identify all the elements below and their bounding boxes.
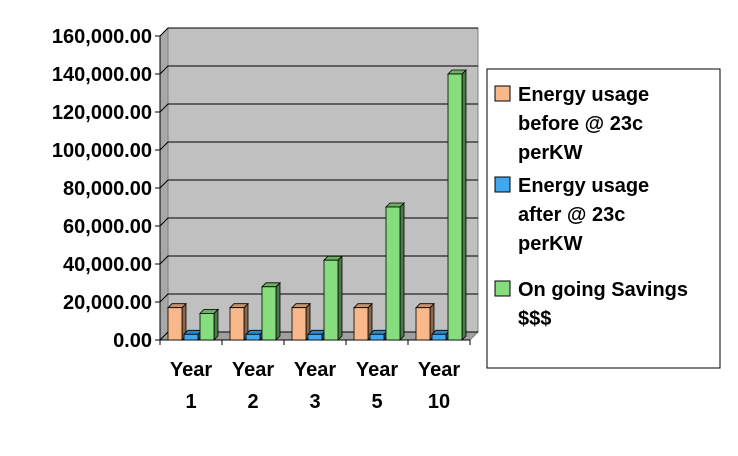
legend-label: Energy usage after @ 23c perKW (518, 175, 649, 255)
bar-side (337, 255, 343, 341)
gridline (159, 141, 478, 151)
y-tick-label: 60,000.00 (63, 216, 152, 238)
legend: Energy usage before @ 23c perKW Energy usag… (486, 68, 721, 369)
bar-front (229, 307, 245, 341)
plot-area (158, 26, 480, 342)
bar (229, 302, 249, 341)
x-tick-label: Year 2 (232, 359, 274, 413)
legend-swatch (494, 280, 511, 297)
y-tick-label: 120,000.00 (52, 102, 152, 124)
bar-front (385, 206, 401, 341)
bar-side (399, 202, 405, 341)
gridline (159, 103, 478, 113)
bar-front (353, 307, 369, 341)
bar (385, 202, 405, 341)
bar (447, 69, 467, 341)
gridlines (159, 27, 478, 341)
gridline (159, 27, 478, 37)
bar-front (307, 333, 323, 341)
gridline (159, 293, 478, 303)
y-tick-label: 160,000.00 (52, 26, 152, 48)
y-tick-label: 40,000.00 (63, 254, 152, 276)
y-tick-label: 100,000.00 (52, 140, 152, 162)
gridline (159, 65, 478, 75)
x-axis-category-labels: Year 1 Year 2 Year 3 Year 5 Year 10 (170, 359, 460, 413)
y-tick-label: 140,000.00 (52, 64, 152, 86)
y-axis-tick-labels: 0.00 20,000.00 40,000.00 60,000.00 80,000.00… (52, 26, 160, 352)
bar-side (275, 281, 281, 341)
legend-swatch (494, 176, 511, 193)
bar-front (369, 333, 385, 341)
bar (431, 329, 451, 341)
y-tick-label: 20,000.00 (63, 292, 152, 314)
gridline (159, 179, 478, 189)
bar-front (431, 333, 447, 341)
x-tick-label: Year 5 (356, 359, 398, 413)
bar (307, 329, 327, 341)
legend-swatch (494, 85, 511, 102)
gridline (159, 217, 478, 227)
bar (261, 281, 281, 341)
bar-side (213, 308, 219, 341)
legend-label: Energy usage before @ 23c perKW (518, 84, 649, 164)
bar (167, 302, 187, 341)
x-tick-label: Year 10 (418, 359, 460, 413)
bars (167, 69, 467, 341)
gridline (159, 255, 478, 265)
y-tick-label: 0.00 (113, 330, 152, 352)
bar (323, 255, 343, 341)
bar-front (447, 73, 463, 341)
x-tick-label: Year 1 (170, 359, 212, 413)
bar-front (245, 333, 261, 341)
bar-front (291, 307, 307, 341)
bar-front (323, 259, 339, 341)
bar (183, 329, 203, 341)
bar-front (167, 307, 183, 341)
bar (291, 302, 311, 341)
bar-side (461, 69, 467, 341)
bar-front (183, 333, 199, 341)
legend-label: On going Savings $$$ (518, 279, 688, 330)
bar (199, 308, 219, 341)
bar-front (199, 312, 215, 341)
bar-front (415, 307, 431, 341)
bar (245, 329, 265, 341)
y-tick-label: 80,000.00 (63, 178, 152, 200)
x-tick-label: Year 3 (294, 359, 336, 413)
legend-box (486, 68, 721, 369)
bar (369, 329, 389, 341)
bar-front (261, 286, 277, 341)
